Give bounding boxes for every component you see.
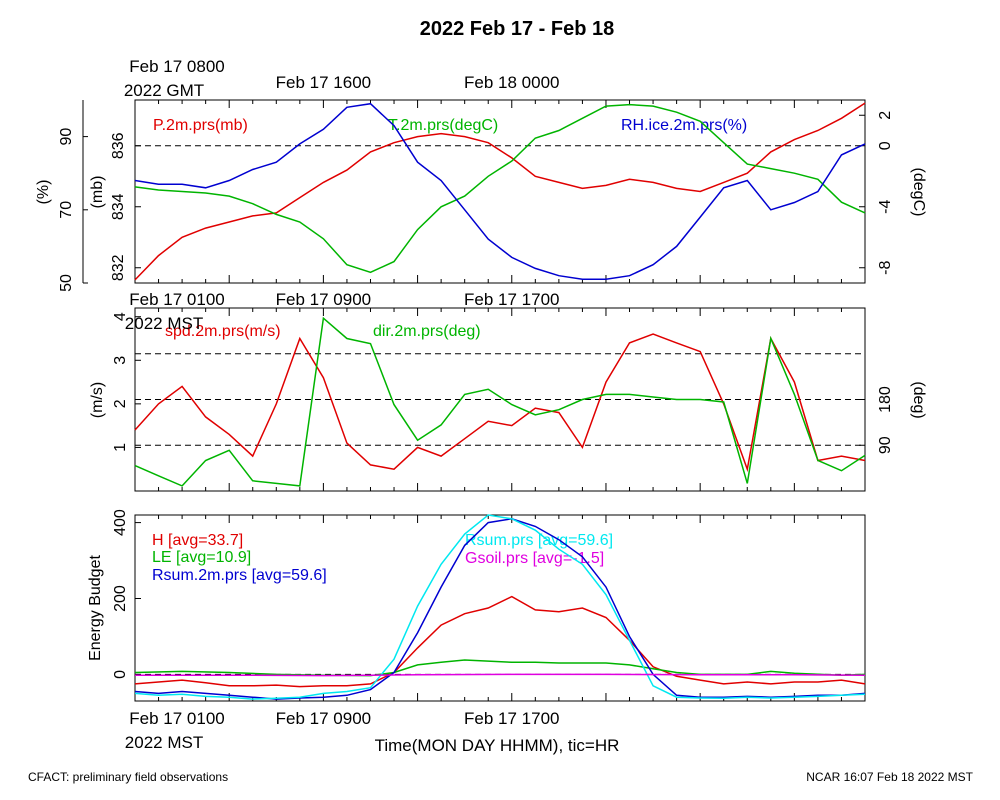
dir-tick-label: 180 xyxy=(877,386,894,413)
mst-time-label: Feb 17 1700 xyxy=(464,290,559,309)
legend-humidity: RH.ice.2m.prs(%) xyxy=(621,117,747,134)
direction-axis-label: (deg) xyxy=(910,381,927,418)
gmt-time-label: Feb 17 1600 xyxy=(276,73,371,92)
wind-series xyxy=(135,318,865,486)
dir-tick-label: 90 xyxy=(877,436,894,454)
wind-panel: spd.2m.prs(m/s) dir.2m.prs(deg) (m/s) (d… xyxy=(89,290,927,491)
e-tick-label: 0 xyxy=(112,670,129,679)
mst-time-label: Feb 17 0100 xyxy=(129,290,224,309)
energy-axis-label: Energy Budget xyxy=(87,555,104,661)
rh-tick-label: 70 xyxy=(58,201,75,219)
state-panel: P.2m.prs(mb) T.2m.prs(degC) RH.ice.2m.pr… xyxy=(35,57,927,292)
t-tick-label: 2 xyxy=(877,111,894,120)
page-title: 2022 Feb 17 - Feb 18 xyxy=(420,18,615,40)
mst-time-label: Feb 17 1700 xyxy=(464,709,559,728)
gmt-time-label: Feb 18 0000 xyxy=(464,73,559,92)
mst-time-label: 2022 MST xyxy=(125,314,203,333)
series-le xyxy=(135,660,865,676)
mst-time-label: Feb 17 0900 xyxy=(276,709,371,728)
e-tick-label: 200 xyxy=(112,585,129,612)
p-tick-label: 832 xyxy=(110,254,127,281)
t-tick-label: -8 xyxy=(877,261,894,275)
legend-latent-heat: LE [avg=10.9] xyxy=(152,549,251,566)
series-gsoil-prs xyxy=(135,674,865,675)
spd-tick-label: 1 xyxy=(112,443,129,452)
gmt-time-label: Feb 17 0800 xyxy=(129,57,224,76)
legend-pressure: P.2m.prs(mb) xyxy=(153,117,248,134)
legend-wind-direction: dir.2m.prs(deg) xyxy=(373,323,481,340)
footer-right: NCAR 16:07 Feb 18 2022 MST xyxy=(806,770,973,784)
legend-rsum: Rsum.prs [avg=59.6] xyxy=(465,532,613,549)
spd-tick-label: 2 xyxy=(112,399,129,408)
rh-axis-label: (%) xyxy=(35,180,52,205)
pressure-axis-label: (mb) xyxy=(89,176,106,209)
mst-time-labels-upper: Feb 17 0100 2022 MST Feb 17 0900 Feb 17 170… xyxy=(125,290,560,333)
e-tick-label: 400 xyxy=(112,509,129,536)
gmt-time-labels: Feb 17 0800 2022 GMT Feb 17 1600 Feb 18 000… xyxy=(124,57,560,100)
p-tick-label: 834 xyxy=(110,193,127,220)
temperature-axis-label: (degC) xyxy=(910,168,927,217)
mst-time-label: Feb 17 0100 xyxy=(129,709,224,728)
energy-panel: H [avg=33.7] LE [avg=10.9] Rsum.2m.prs [… xyxy=(87,509,865,752)
p-tick-label: 836 xyxy=(110,132,127,159)
x-axis-title: Time(MON DAY HHMM), tic=HR xyxy=(375,736,620,755)
mst-time-label: Feb 17 0900 xyxy=(276,290,371,309)
t-tick-label: 0 xyxy=(877,141,894,150)
series-spd-2m-prs-m-s xyxy=(135,334,865,469)
legend-temperature: T.2m.prs(degC) xyxy=(388,117,498,134)
gmt-time-label: 2022 GMT xyxy=(124,81,204,100)
rh-tick-label: 50 xyxy=(58,274,75,292)
legend-rsum-2m: Rsum.2m.prs [avg=59.6] xyxy=(152,567,327,584)
mst-time-label: 2022 MST xyxy=(125,733,203,752)
t-tick-label: -4 xyxy=(877,200,894,214)
speed-axis-label: (m/s) xyxy=(89,382,106,418)
series-dir-2m-prs-deg xyxy=(135,318,865,486)
legend-sensible-heat: H [avg=33.7] xyxy=(152,532,243,549)
rh-tick-label: 90 xyxy=(58,128,75,146)
spd-tick-label: 3 xyxy=(112,356,129,365)
footer-left: CFACT: preliminary field observations xyxy=(28,770,228,784)
